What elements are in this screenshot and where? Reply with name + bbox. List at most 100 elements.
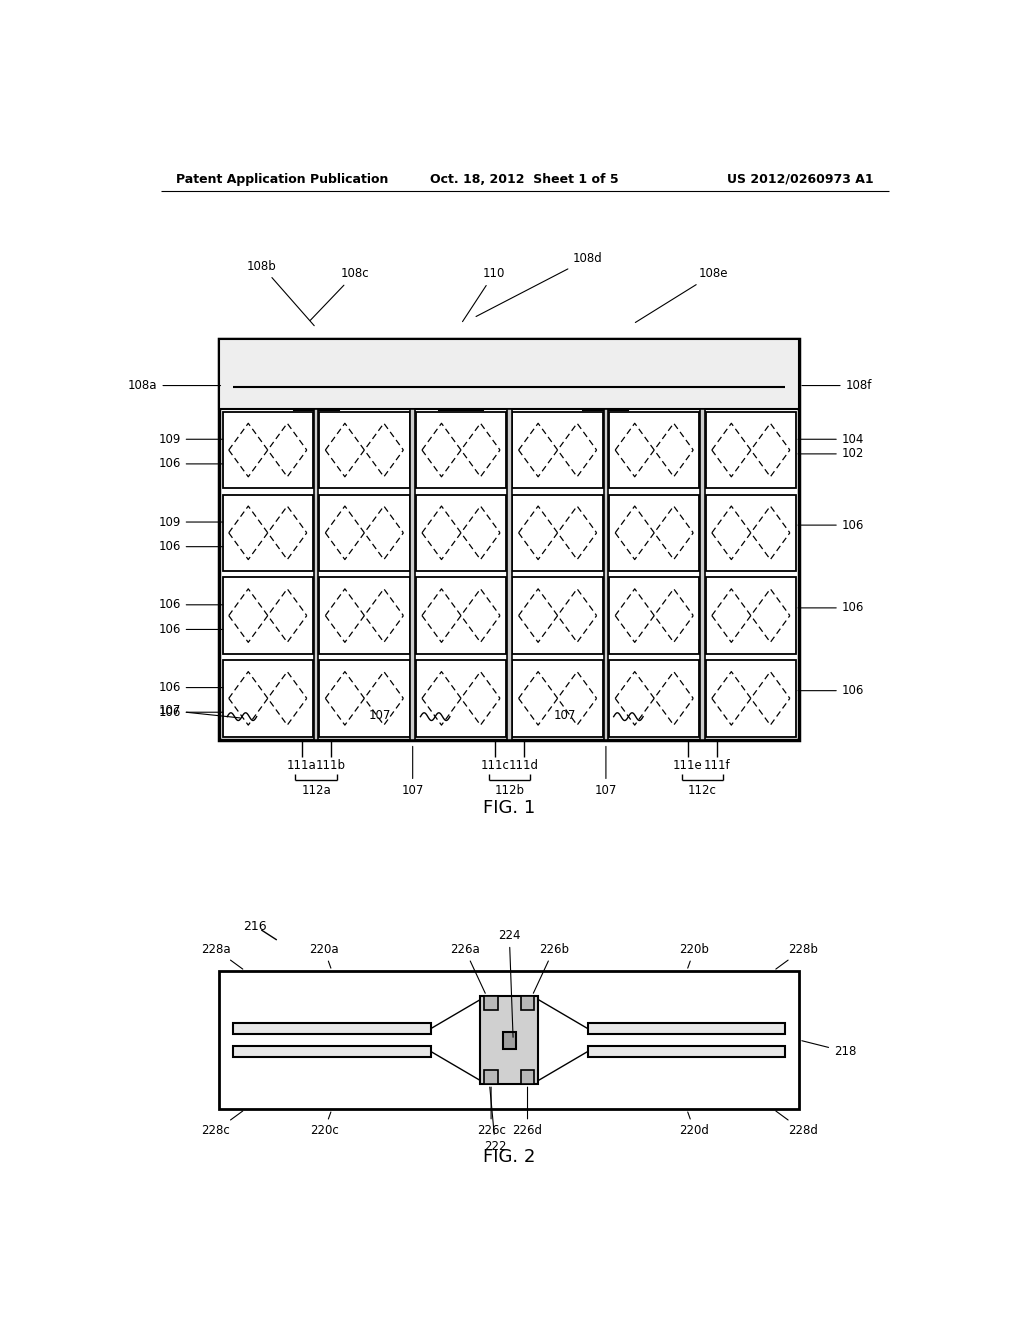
- Bar: [512, 577, 603, 653]
- Text: 107: 107: [159, 704, 240, 718]
- Bar: [512, 412, 603, 488]
- Text: FIG. 2: FIG. 2: [483, 1148, 536, 1166]
- Text: 107: 107: [554, 709, 577, 722]
- Text: 106: 106: [159, 540, 223, 553]
- Text: Patent Application Publication: Patent Application Publication: [176, 173, 388, 186]
- Text: 220a: 220a: [309, 942, 339, 968]
- Bar: [446, 370, 476, 387]
- Text: 220b: 220b: [680, 942, 710, 968]
- Bar: [609, 577, 699, 653]
- Text: 106: 106: [159, 706, 223, 718]
- Bar: [588, 1047, 785, 1057]
- Bar: [411, 409, 415, 739]
- Bar: [221, 367, 232, 405]
- Bar: [319, 660, 410, 737]
- Text: 106: 106: [798, 519, 864, 532]
- Bar: [786, 367, 798, 405]
- Text: 108f: 108f: [802, 379, 872, 392]
- Text: 216: 216: [243, 920, 266, 933]
- Text: 111f: 111f: [703, 759, 730, 772]
- Text: 228b: 228b: [776, 942, 818, 969]
- Text: 226c: 226c: [476, 1088, 506, 1138]
- Text: 226d: 226d: [513, 1088, 543, 1138]
- Bar: [700, 409, 705, 739]
- Text: 106: 106: [159, 681, 223, 694]
- Bar: [219, 339, 799, 739]
- Text: 111a: 111a: [287, 759, 316, 772]
- Text: 108e: 108e: [635, 268, 728, 322]
- Bar: [520, 995, 535, 1010]
- Text: 106: 106: [159, 598, 223, 611]
- Bar: [301, 370, 331, 387]
- Bar: [595, 356, 616, 370]
- Bar: [520, 1071, 535, 1084]
- Bar: [591, 370, 621, 387]
- Text: 106: 106: [798, 684, 864, 697]
- Text: 228a: 228a: [201, 942, 243, 969]
- Bar: [416, 412, 506, 488]
- Text: 106: 106: [798, 602, 864, 614]
- Bar: [503, 1032, 515, 1048]
- Text: 112c: 112c: [688, 784, 717, 797]
- Bar: [305, 356, 327, 370]
- Text: 108a: 108a: [128, 379, 220, 392]
- Bar: [319, 577, 410, 653]
- Text: 218: 218: [802, 1040, 856, 1059]
- Text: 102: 102: [798, 447, 864, 461]
- Text: 106: 106: [159, 623, 223, 636]
- Bar: [512, 660, 603, 737]
- Text: 226a: 226a: [450, 942, 485, 993]
- Text: 108d: 108d: [476, 252, 603, 317]
- Bar: [480, 995, 539, 1084]
- Text: 228c: 228c: [201, 1111, 243, 1138]
- Bar: [451, 356, 472, 370]
- Text: 222: 222: [484, 1088, 507, 1152]
- Text: 111b: 111b: [315, 759, 345, 772]
- Bar: [222, 660, 313, 737]
- Text: 220d: 220d: [680, 1111, 710, 1138]
- Text: 228d: 228d: [776, 1111, 818, 1138]
- Text: 112a: 112a: [301, 784, 331, 797]
- Bar: [222, 577, 313, 653]
- Bar: [584, 387, 629, 411]
- Bar: [416, 577, 506, 653]
- Bar: [588, 1023, 785, 1034]
- Bar: [484, 1071, 498, 1084]
- Bar: [219, 339, 799, 409]
- Bar: [294, 387, 339, 411]
- Text: 111c: 111c: [480, 759, 509, 772]
- Bar: [319, 495, 410, 572]
- Text: 224: 224: [498, 929, 520, 1038]
- Bar: [706, 412, 796, 488]
- Bar: [512, 495, 603, 572]
- Bar: [233, 1023, 431, 1034]
- Bar: [706, 660, 796, 737]
- Text: 107: 107: [401, 746, 424, 797]
- Text: FIG. 1: FIG. 1: [483, 799, 536, 817]
- Text: 109: 109: [159, 433, 223, 446]
- Text: 104: 104: [798, 433, 864, 446]
- Bar: [484, 995, 498, 1010]
- Bar: [313, 409, 318, 739]
- Text: 111d: 111d: [509, 759, 539, 772]
- Text: 226b: 226b: [534, 942, 569, 993]
- Bar: [706, 577, 796, 653]
- Bar: [706, 495, 796, 572]
- Bar: [319, 412, 410, 488]
- Bar: [609, 495, 699, 572]
- Bar: [609, 660, 699, 737]
- Text: 111e: 111e: [673, 759, 702, 772]
- Bar: [222, 412, 313, 488]
- Text: 107: 107: [369, 709, 390, 722]
- Text: 108c: 108c: [310, 268, 369, 321]
- Text: 109: 109: [159, 516, 223, 528]
- Text: US 2012/0260973 A1: US 2012/0260973 A1: [727, 173, 873, 186]
- Text: 112b: 112b: [495, 784, 524, 797]
- Bar: [416, 660, 506, 737]
- Bar: [438, 387, 483, 411]
- Text: Oct. 18, 2012  Sheet 1 of 5: Oct. 18, 2012 Sheet 1 of 5: [430, 173, 620, 186]
- Bar: [219, 970, 799, 1109]
- Bar: [233, 1047, 431, 1057]
- Text: 108b: 108b: [247, 260, 314, 326]
- Text: 107: 107: [595, 746, 617, 797]
